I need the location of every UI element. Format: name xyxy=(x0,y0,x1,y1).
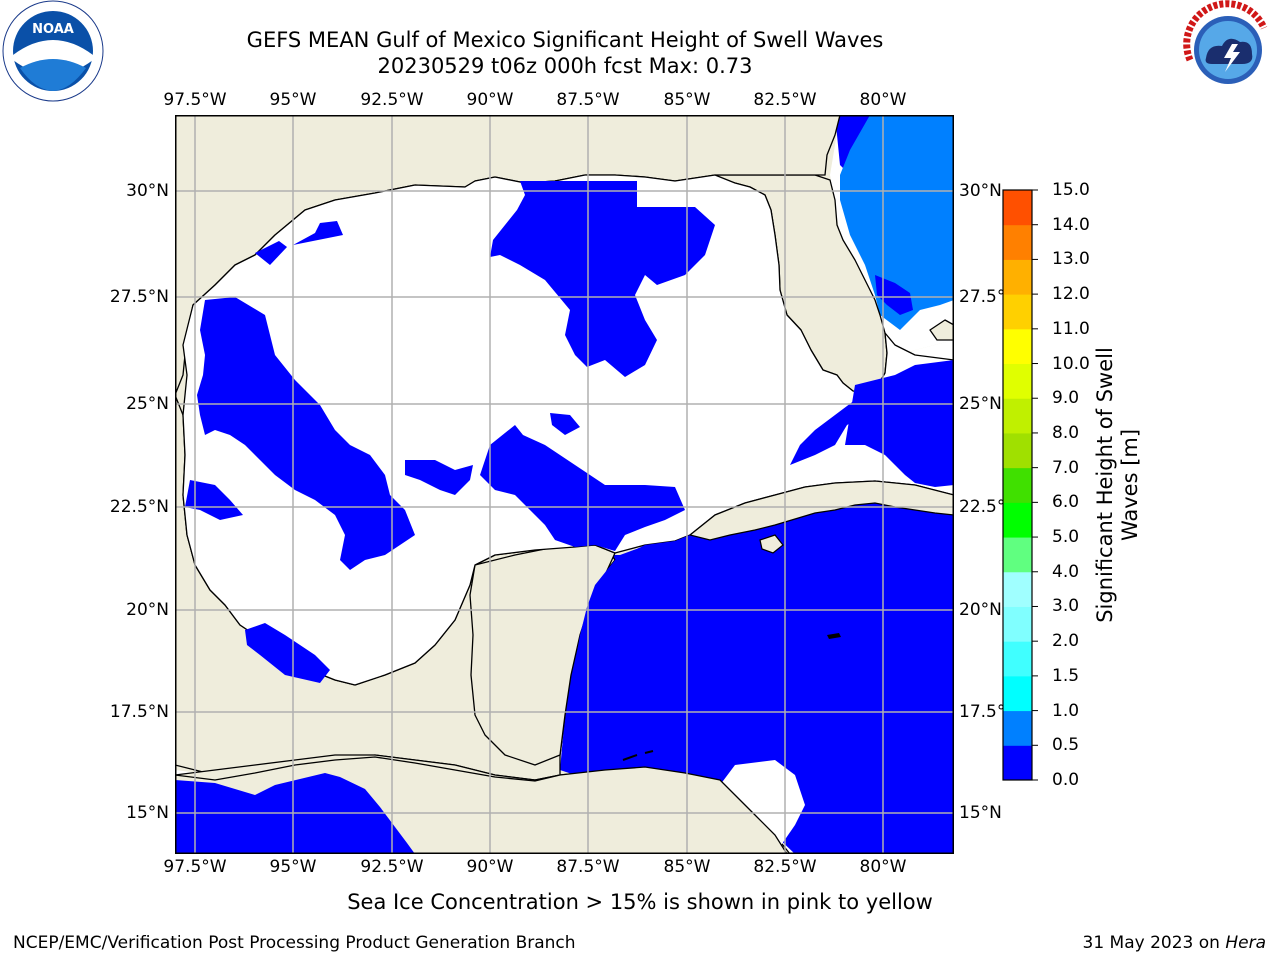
gulf-of-mexico-map xyxy=(175,115,954,854)
isla-juventud-land xyxy=(759,534,784,554)
y-tick-left-3: 25°N xyxy=(126,394,169,414)
colorbar-band xyxy=(1003,294,1032,330)
colorbar-tick-label: 13.0 xyxy=(1052,249,1090,270)
colorbar-tick-label: 8.0 xyxy=(1052,422,1080,443)
colorbar-band xyxy=(1003,224,1032,260)
y-tick-right-3: 25°N xyxy=(959,394,1002,414)
colorbar-tick-label: 1.5 xyxy=(1052,665,1080,686)
colorbar-tick-label: 14.0 xyxy=(1052,214,1090,235)
colorbar-tick-label: 1.0 xyxy=(1052,700,1080,721)
x-tick-top-1: 97.5°W xyxy=(163,90,227,110)
x-tick-bottom-6: 85°W xyxy=(663,857,711,877)
x-tick-top-5: 87.5°W xyxy=(556,90,620,110)
x-tick-top-7: 82.5°W xyxy=(753,90,817,110)
colorbar-tick-label: 10.0 xyxy=(1052,353,1090,374)
x-tick-bottom-1: 97.5°W xyxy=(163,857,227,877)
x-tick-top-8: 80°W xyxy=(859,90,907,110)
map-title: GEFS MEAN Gulf of Mexico Significant Hei… xyxy=(246,28,884,52)
y-tick-left-2: 27.5°N xyxy=(109,287,169,307)
sea-ice-note-text: Sea Ice Concentration > 15% is shown in … xyxy=(347,890,933,914)
nws-logo xyxy=(1179,0,1277,99)
footer-branch: NCEP/EMC/Verification Post Processing Pr… xyxy=(13,933,576,953)
colorbar-tick-label: 11.0 xyxy=(1052,318,1090,339)
sea-ice-note: Sea Ice Concentration > 15% is shown in … xyxy=(0,890,1280,914)
cayman-island xyxy=(827,633,841,639)
colorbar-tick-label: 12.0 xyxy=(1052,284,1090,305)
honduras-islands xyxy=(622,750,654,761)
colorbar-band xyxy=(1003,745,1032,781)
colorbar-band xyxy=(1003,502,1032,538)
map-frame xyxy=(175,115,954,854)
swell-gulf-patches xyxy=(185,181,954,683)
x-tick-bottom-5: 87.5°W xyxy=(556,857,620,877)
colorbar-band xyxy=(1003,537,1032,573)
x-tick-bottom-2: 95°W xyxy=(269,857,317,877)
colorbar-frame xyxy=(1002,189,1033,781)
y-tick-right-5: 20°N xyxy=(959,600,1002,620)
colorbar-label: Significant Height of Swell Waves [m] xyxy=(1093,347,1143,623)
colorbar-band xyxy=(1003,328,1032,365)
footer-date: 31 May 2023 on Hera xyxy=(1083,932,1267,954)
y-tick-left-4: 22.5°N xyxy=(109,497,169,517)
x-tick-bottom-7: 82.5°W xyxy=(753,857,817,877)
colorbar-tick-label: 3.0 xyxy=(1052,596,1080,617)
colorbar-band xyxy=(1003,398,1032,434)
x-tick-top-3: 92.5°W xyxy=(360,90,424,110)
colorbar-tick-label: 6.0 xyxy=(1052,492,1080,513)
colorbar-band xyxy=(1003,363,1032,399)
cuba-land xyxy=(688,480,954,541)
colorbar-tick-label: 7.0 xyxy=(1052,457,1080,478)
swell-mid-band xyxy=(840,115,954,330)
colorbar-tick-label: 0.5 xyxy=(1052,735,1080,756)
colorbar-band xyxy=(1003,571,1032,607)
colorbar-band xyxy=(1003,259,1032,295)
x-tick-top-6: 85°W xyxy=(663,90,711,110)
y-tick-right-7: 15°N xyxy=(959,803,1002,823)
noaa-logo: NOAA xyxy=(2,0,104,102)
x-tick-top-2: 95°W xyxy=(269,90,317,110)
bahamas-island xyxy=(929,319,954,341)
y-tick-right-1: 30°N xyxy=(959,181,1002,201)
colorbar-band xyxy=(1003,432,1032,469)
x-tick-bottom-3: 92.5°W xyxy=(360,857,424,877)
colorbar-band xyxy=(1003,710,1032,746)
colorbar-band xyxy=(1003,467,1032,503)
noaa-logo-text: NOAA xyxy=(32,22,74,37)
colorbar-band xyxy=(1003,606,1032,642)
x-tick-bottom-8: 80°W xyxy=(859,857,907,877)
map-subtitle: 20230529 t06z 000h fcst Max: 0.73 xyxy=(377,54,753,78)
footer-date-text: 31 May 2023 on xyxy=(1082,933,1220,953)
colorbar-band xyxy=(1003,190,1032,226)
colorbar-tick-label: 4.0 xyxy=(1052,561,1080,582)
footer-machine: Hera xyxy=(1225,933,1266,953)
colorbar-tick-label: 9.0 xyxy=(1052,388,1080,409)
x-tick-top-4: 90°W xyxy=(466,90,514,110)
colorbar-tick-label: 5.0 xyxy=(1052,527,1080,548)
colorbar xyxy=(1002,189,1038,781)
caribbean-white-patch xyxy=(720,760,805,854)
grid-lines xyxy=(175,115,954,854)
y-tick-left-5: 20°N xyxy=(126,600,169,620)
colorbar-label-line2: Waves [m] xyxy=(1118,428,1142,542)
colorbar-tick-label: 2.0 xyxy=(1052,631,1080,652)
y-tick-left-6: 17.5°N xyxy=(109,702,169,722)
y-tick-left-7: 15°N xyxy=(126,803,169,823)
colorbar-tick-label: 15.0 xyxy=(1052,180,1090,200)
colorbar-tick-label: 0.0 xyxy=(1052,770,1080,790)
x-tick-bottom-4: 90°W xyxy=(466,857,514,877)
y-tick-left-1: 30°N xyxy=(126,181,169,201)
colorbar-band xyxy=(1003,641,1032,677)
colorbar-band xyxy=(1003,675,1032,712)
caribbean-swell xyxy=(567,503,954,854)
colorbar-label-line1: Significant Height of Swell xyxy=(1093,347,1117,623)
